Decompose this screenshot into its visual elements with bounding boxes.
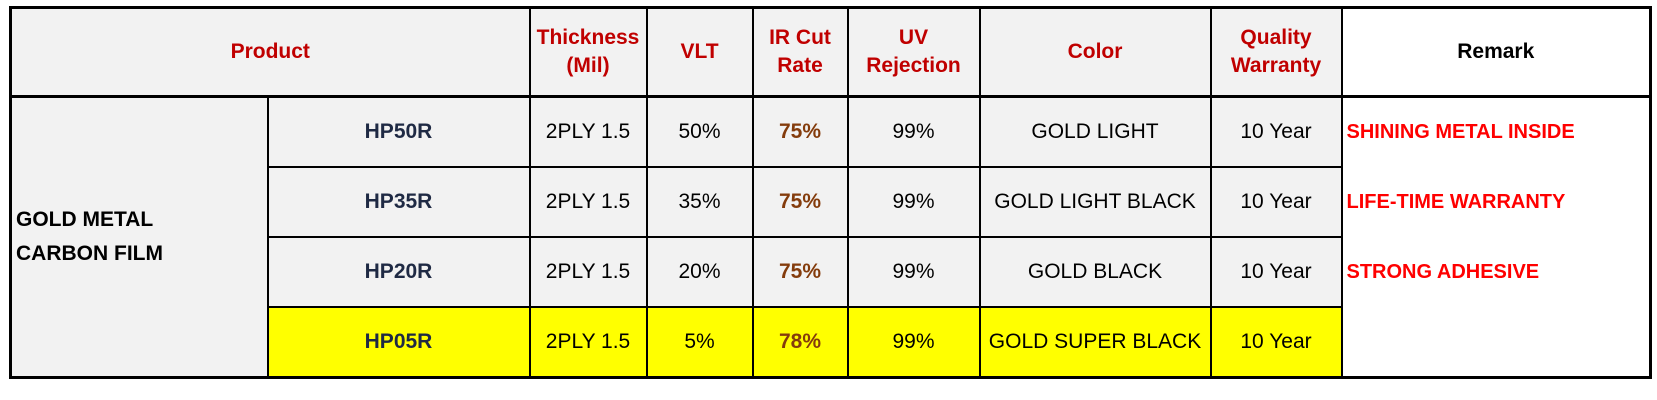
ir-cut-cell: 75% [751,236,849,308]
header-vlt-label: VLT [680,40,719,63]
table-row-highlighted: HP05R 2PLY 1.5 5% 78% 99% GOLD SUPER BLA… [11,306,1652,379]
header-vlt: VLT [645,6,754,98]
warranty-cell: 10 Year [1209,306,1343,379]
uv-cell: 99% [846,236,981,308]
vlt-cell: 5% [645,306,754,379]
category-line1: GOLD METAL [16,208,154,231]
header-thickness: Thickness (Mil) [528,6,648,98]
ir-cut-cell: 75% [751,166,849,238]
model-cell: HP50R [266,95,531,168]
warranty-cell: 10 Year [1209,236,1343,308]
header-ir-line1: IR Cut [769,26,831,49]
header-warranty-line1: Quality [1240,26,1312,49]
header-remark: Remark [1340,6,1652,98]
header-color-label: Color [1067,40,1123,63]
ir-cut-cell: 78% [751,306,849,379]
warranty-cell: 10 Year [1209,95,1343,168]
header-ir-line2: Rate [777,54,823,77]
header-remark-label: Remark [1457,40,1535,63]
vlt-cell: 50% [645,95,754,168]
header-warranty-line2: Warranty [1230,54,1322,77]
header-uv: UV Rejection [846,6,981,98]
header-color: Color [978,6,1212,98]
uv-cell: 99% [846,166,981,238]
header-uv-line2: Rejection [866,54,961,77]
ir-cut-cell: 75% [751,95,849,168]
warranty-cell: 10 Year [1209,166,1343,238]
remark-cell: LIFE-TIME WARRANTY [1340,167,1652,237]
color-cell: GOLD SUPER BLACK [978,306,1212,379]
table-row: HP35R 2PLY 1.5 35% 75% 99% GOLD LIGHT BL… [11,166,1652,238]
thickness-cell: 2PLY 1.5 [528,166,648,238]
remark-cell: STRONG ADHESIVE [1340,237,1652,307]
header-product-label: Product [230,40,310,63]
remark-cell [1340,307,1652,379]
header-row: Product Thickness (Mil) VLT IR Cut Rate … [9,6,1652,98]
header-uv-line1: UV [898,26,929,49]
header-warranty: Quality Warranty [1209,6,1343,98]
vlt-cell: 35% [645,166,754,238]
uv-cell: 99% [846,95,981,168]
color-cell: GOLD LIGHT [978,95,1212,168]
remark-cell: SHINING METAL INSIDE [1340,96,1652,167]
header-thickness-line2: (Mil) [566,54,610,77]
header-ir-cut: IR Cut Rate [751,6,849,98]
model-cell: HP20R [266,236,531,308]
table-row: HP20R 2PLY 1.5 20% 75% 99% GOLD BLACK 10… [11,236,1652,308]
thickness-cell: 2PLY 1.5 [528,95,648,168]
color-cell: GOLD BLACK [978,236,1212,308]
product-spec-table: Product Thickness (Mil) VLT IR Cut Rate … [9,6,1652,379]
model-cell: HP05R [266,306,531,379]
category-cell: GOLD METAL CARBON FILM [9,95,269,379]
category-line2: CARBON FILM [16,242,163,265]
thickness-cell: 2PLY 1.5 [528,236,648,308]
color-cell: GOLD LIGHT BLACK [978,166,1212,238]
thickness-cell: 2PLY 1.5 [528,306,648,379]
header-thickness-line1: Thickness [536,26,640,49]
vlt-cell: 20% [645,236,754,308]
uv-cell: 99% [846,306,981,379]
model-cell: HP35R [266,166,531,238]
spec-table-wrapper: Product Thickness (Mil) VLT IR Cut Rate … [9,6,1652,379]
header-product: Product [9,6,531,98]
table-row: GOLD METAL CARBON FILM HP50R 2PLY 1.5 50… [9,95,1652,379]
